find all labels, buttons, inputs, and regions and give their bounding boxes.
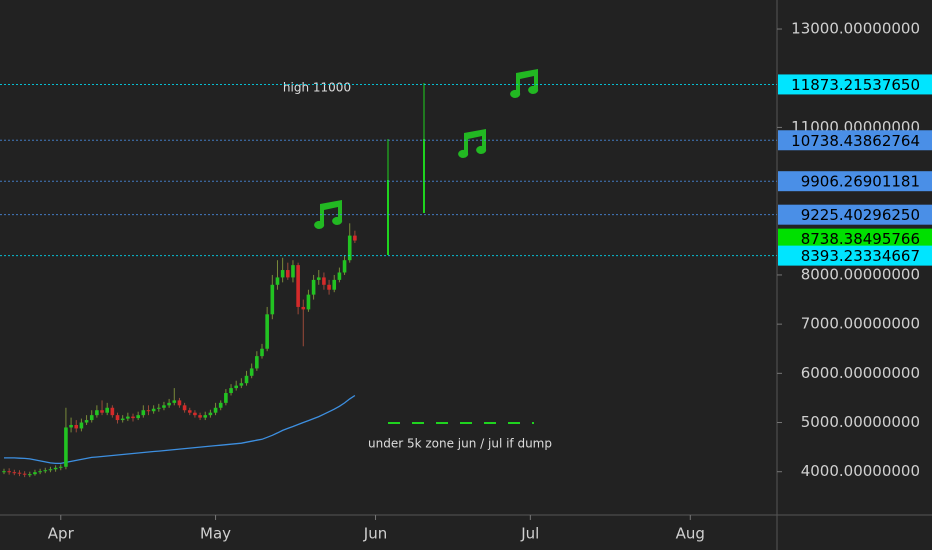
candle-body <box>353 235 357 241</box>
candle-body <box>239 383 244 386</box>
candle-body <box>306 294 311 310</box>
x-tick-label: Jun <box>363 525 387 543</box>
candle-body <box>198 415 202 418</box>
y-tick-label: 13000.00000000 <box>791 20 920 38</box>
candle-body <box>337 272 342 280</box>
candle-body <box>347 235 352 261</box>
note-icon <box>314 200 343 229</box>
candle-body <box>84 420 89 423</box>
candle-body <box>43 470 48 472</box>
price-tag <box>778 171 932 192</box>
note-icon <box>510 69 539 98</box>
candle-body <box>105 407 109 413</box>
candle-body <box>151 408 156 412</box>
y-tick-label: 8000.00000000 <box>801 265 920 283</box>
annotation: under 5k zone jun / jul if dump <box>368 437 552 451</box>
candle-body <box>332 279 337 290</box>
candle-body <box>296 265 300 307</box>
candle-body <box>167 402 171 406</box>
moving-average <box>4 394 356 465</box>
candle-body <box>69 424 73 428</box>
price-tag-label: 8393.23334667 <box>801 247 920 265</box>
candle-body <box>79 422 84 429</box>
candle-body <box>58 466 63 468</box>
price-tag-label: 8738.38495766 <box>801 230 920 248</box>
candle-body <box>229 388 233 394</box>
candle-body <box>48 469 53 471</box>
y-tick-label: 7000.00000000 <box>801 315 920 333</box>
candle-body <box>322 277 326 285</box>
candle-body <box>291 265 295 278</box>
candle-body <box>301 306 306 310</box>
x-tick-label: Aug <box>676 525 705 543</box>
candle-body <box>177 400 182 406</box>
candle-body <box>126 416 130 419</box>
candle-body <box>311 279 316 295</box>
candle-body <box>115 415 120 421</box>
candle-body <box>22 473 27 475</box>
candle-body <box>265 314 269 349</box>
y-tick-label: 6000.00000000 <box>801 364 920 382</box>
candle-body <box>2 471 6 473</box>
candle-body <box>7 471 11 473</box>
candle-body <box>203 415 208 418</box>
candle-body <box>218 402 223 408</box>
candle-body <box>162 405 166 408</box>
candle-body <box>213 407 218 413</box>
price-tag <box>778 130 932 151</box>
candle-body <box>316 277 321 280</box>
candle-body <box>141 410 146 416</box>
candle-body <box>74 424 79 429</box>
candle-body <box>146 410 151 412</box>
y-tick-label: 4000.00000000 <box>801 462 920 480</box>
candle-body <box>110 407 115 416</box>
price-tag <box>778 245 932 266</box>
price-tag-label: 11873.21537650 <box>791 76 920 94</box>
candle-body <box>89 415 94 421</box>
candle-body <box>12 472 17 474</box>
x-tick-label: May <box>200 525 231 543</box>
candle-body <box>38 471 42 473</box>
x-tick-label: Jul <box>520 525 539 543</box>
candle-body <box>182 405 187 411</box>
candle-body <box>53 467 58 470</box>
y-tick-label: 5000.00000000 <box>801 413 920 431</box>
candle-body <box>136 415 140 419</box>
candle-body <box>193 412 197 416</box>
price-tag <box>778 74 932 95</box>
candle-body <box>64 427 68 467</box>
candle-body <box>33 472 37 475</box>
candle-body <box>244 375 249 384</box>
candle-body <box>157 407 161 409</box>
candle-body <box>28 474 32 476</box>
candle-body <box>224 393 228 403</box>
price-tag-label: 9225.40296250 <box>801 206 920 224</box>
candle-body <box>275 277 280 285</box>
x-tick-label: Apr <box>48 525 75 543</box>
price-tag-label: 9906.26901181 <box>801 173 920 191</box>
candle-body <box>120 418 125 421</box>
candle-body <box>260 348 264 357</box>
candle-body <box>255 356 259 369</box>
candle-body <box>342 260 347 273</box>
candle-body <box>327 284 331 290</box>
candle-body <box>100 410 104 413</box>
candle-body <box>270 284 275 315</box>
candle-body <box>286 270 290 278</box>
candle-body <box>95 410 99 416</box>
price-tag-label: 10738.43862764 <box>791 132 920 150</box>
annotation: high 11000 <box>283 81 351 95</box>
candle-body <box>131 416 135 419</box>
candle-body <box>187 410 192 413</box>
price-tag <box>778 228 932 249</box>
candle-body <box>234 385 238 389</box>
candle-body <box>280 270 285 278</box>
price-tag <box>778 204 932 225</box>
candle-body <box>208 412 213 416</box>
candle-body <box>172 400 177 403</box>
candle-body <box>249 368 254 376</box>
candle-body <box>17 472 22 474</box>
note-icon <box>458 129 487 158</box>
